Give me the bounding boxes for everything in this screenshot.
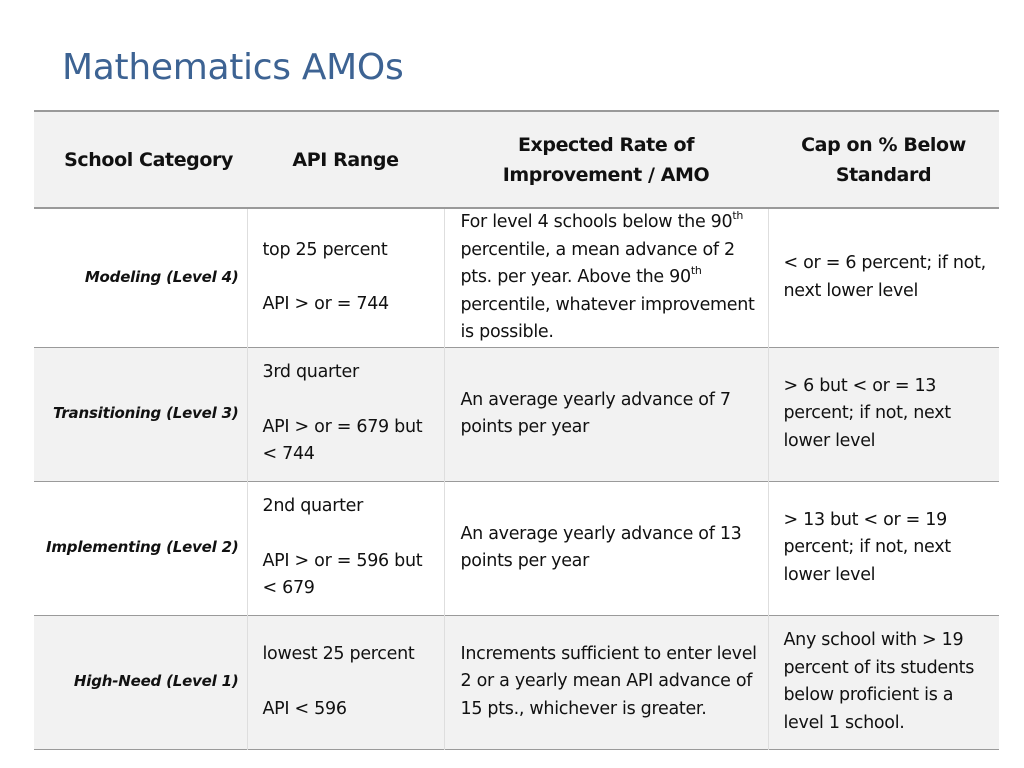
row-expected-rate: For level 4 schools below the 90th perce… [443, 208, 768, 347]
range-api: API > or = 744 [262, 294, 390, 315]
page-title: Mathematics AMOs [62, 47, 404, 88]
row-category: Transitioning (Level 3) [52, 404, 239, 423]
row-cap: > 6 but < or = 13 percent; if not, next … [767, 347, 999, 481]
row-api-range: lowest 25 percent API < 596 [246, 615, 444, 749]
row-api-range: 2nd quarter API > or = 596 but < 679 [246, 481, 444, 615]
range-api: API < 596 [262, 698, 347, 719]
header-expected-line1: Expected Rate of [517, 133, 695, 156]
expected-text-b: percentile, a mean advance of 2 pts. per… [460, 239, 736, 288]
table-row: Implementing (Level 2) 2nd quarter API >… [34, 481, 999, 615]
row-expected-rate: An average yearly advance of 7 points pe… [443, 347, 768, 481]
ordinal-suffix: th [732, 209, 744, 222]
amo-table: School Category API Range Expected Rate … [34, 110, 999, 750]
row-cap: > 13 but < or = 19 percent; if not, next… [767, 481, 999, 615]
range-api: API > or = 596 but < 679 [262, 550, 423, 599]
expected-text-c: percentile, whatever improvement is poss… [460, 294, 755, 343]
header-expected-rate: Expected Rate of Improvement / AMO [444, 110, 768, 209]
row-category: High-Need (Level 1) [73, 672, 239, 691]
row-category: Modeling (Level 4) [84, 268, 239, 286]
header-cap: Cap on % Below Standard [768, 110, 999, 209]
row-api-range: top 25 percent API > or = 744 [246, 208, 444, 347]
header-api-range: API Range [247, 110, 444, 209]
range-label: 3rd quarter [262, 362, 360, 383]
row-category: Implementing (Level 2) [46, 538, 239, 557]
range-label: 2nd quarter [262, 496, 364, 517]
row-expected-rate: Increments sufficient to enter level 2 o… [443, 615, 768, 749]
expected-text-a: For level 4 schools below the 90 [460, 212, 733, 232]
range-api: API > or = 679 but < 744 [262, 416, 423, 465]
ordinal-suffix: th [690, 264, 702, 277]
row-expected-rate: An average yearly advance of 13 points p… [443, 481, 768, 615]
table-row: High-Need (Level 1) lowest 25 percent AP… [34, 615, 999, 749]
table-header-row: School Category API Range Expected Rate … [34, 110, 999, 209]
row-cap: Any school with > 19 percent of its stud… [767, 615, 999, 749]
header-cap-line1: Cap on % Below [801, 133, 966, 156]
range-label: lowest 25 percent [262, 644, 415, 664]
table-row: Modeling (Level 4) top 25 percent API > … [34, 208, 999, 347]
table-row: Transitioning (Level 3) 3rd quarter API … [34, 347, 999, 481]
header-cap-line2: Standard [835, 163, 932, 186]
header-expected-line2: Improvement / AMO [502, 163, 710, 186]
row-cap: < or = 6 percent; if not, next lower lev… [767, 208, 999, 347]
header-school-category: School Category [34, 110, 247, 209]
range-label: top 25 percent [262, 239, 388, 260]
row-api-range: 3rd quarter API > or = 679 but < 744 [246, 347, 444, 481]
